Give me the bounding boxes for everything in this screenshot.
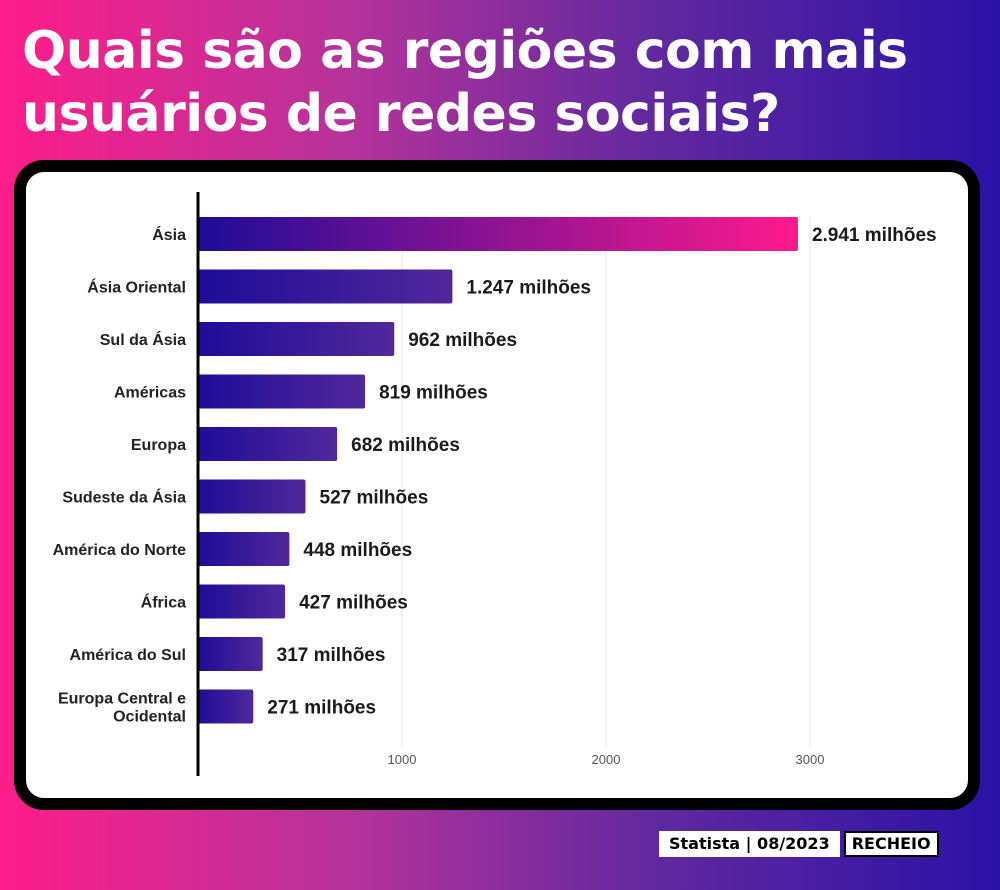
value-label: 317 milhões — [277, 645, 386, 666]
category-label: América do Sul — [70, 647, 186, 664]
page-title: Quais são as regiões com mais usuários d… — [22, 21, 908, 144]
category-label: Sudeste da Ásia — [62, 488, 186, 507]
x-tick-label: 2000 — [592, 752, 621, 767]
bar — [198, 427, 338, 461]
category-label: África — [141, 593, 186, 612]
x-tick-label: 3000 — [796, 752, 825, 767]
category-label: Ásia — [152, 225, 186, 244]
category-label: Sul da Ásia — [100, 330, 186, 349]
bar — [198, 374, 366, 409]
bar-chart: 1000 2000 3000 Ásia 2.941 milhões Ásia Orient… — [53, 192, 937, 776]
value-label: 271 milhões — [267, 698, 376, 719]
bar — [198, 269, 453, 304]
bar — [198, 479, 306, 514]
bar — [198, 532, 290, 566]
source-label: Statista | 08/2023 — [659, 831, 840, 857]
value-label: 962 milhões — [408, 330, 517, 351]
bar — [198, 322, 395, 356]
chart-card: 1000 2000 3000 Ásia 2.941 milhões Ásia Orient… — [14, 160, 980, 810]
value-label: 448 milhões — [303, 540, 412, 561]
bar — [198, 637, 263, 671]
bar — [198, 217, 798, 251]
value-label: 427 milhões — [299, 593, 408, 614]
category-label: Américas — [114, 385, 186, 402]
value-label: 819 milhões — [379, 383, 488, 404]
value-label: 682 milhões — [351, 435, 460, 456]
x-tick-label: 1000 — [388, 752, 417, 767]
value-label: 2.941 milhões — [812, 225, 937, 246]
category-label: América do Norte — [53, 542, 186, 559]
footer: Statista | 08/2023 RECHEIO — [659, 831, 939, 857]
bar — [198, 584, 286, 619]
category-label: Ásia Oriental — [87, 278, 186, 297]
category-label: Europa Central e Ocidental — [58, 691, 186, 726]
value-label: 527 milhões — [320, 488, 429, 509]
category-label: Europa — [131, 437, 186, 454]
value-label: 1.247 milhões — [466, 278, 591, 299]
brand-logo: RECHEIO — [843, 831, 939, 857]
bar — [198, 689, 254, 724]
